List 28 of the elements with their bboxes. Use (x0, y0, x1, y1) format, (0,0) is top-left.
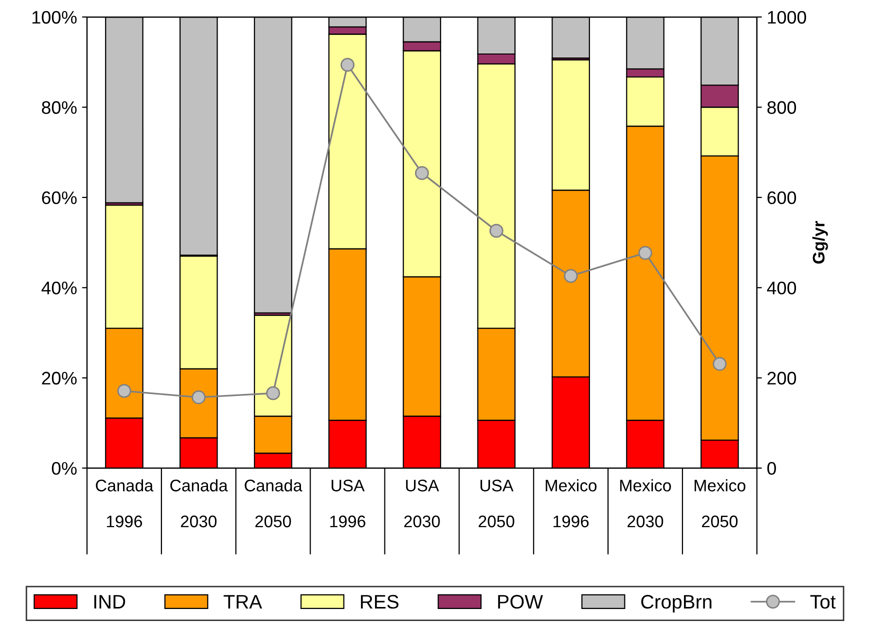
category-label: USA 2030 (404, 480, 440, 528)
legend-label: CropBrn (641, 594, 712, 612)
category-label: Canada 2050 (244, 479, 302, 528)
category-label: Mexico 2050 (694, 479, 746, 528)
y-tick-label: 20% (42, 372, 77, 385)
y-tick-label: 60% (42, 191, 77, 204)
legend-label: TRA (224, 595, 262, 608)
y-tick-label: 40% (42, 282, 77, 294)
category-label: Canada 2030 (170, 479, 228, 528)
category-label: Mexico 1996 (546, 479, 597, 528)
y-tick-label: 0% (52, 462, 77, 475)
category-label: USA 2050 (478, 480, 514, 528)
legend-label: POW (498, 594, 543, 609)
legend-label: IND (94, 595, 126, 608)
y-tick-label: 80% (42, 101, 77, 114)
y2-tick-label: 800 (767, 101, 796, 114)
y2-tick-label: 0 (767, 462, 776, 475)
y2-tick-label: 400 (767, 282, 796, 294)
legend-label: RES (360, 594, 398, 609)
y2-tick-label: 1000 (768, 10, 806, 24)
category-label: Mexico 2030 (620, 479, 671, 528)
category-label: USA 1996 (330, 480, 366, 528)
y2-axis-title: Gg/yr (812, 221, 828, 264)
y2-tick-label: 600 (768, 191, 796, 204)
y2-tick-label: 200 (768, 372, 796, 385)
legend-label: Tot (810, 595, 836, 609)
y-tick-label: 100% (32, 10, 77, 24)
category-label: Canada 1996 (96, 479, 154, 528)
